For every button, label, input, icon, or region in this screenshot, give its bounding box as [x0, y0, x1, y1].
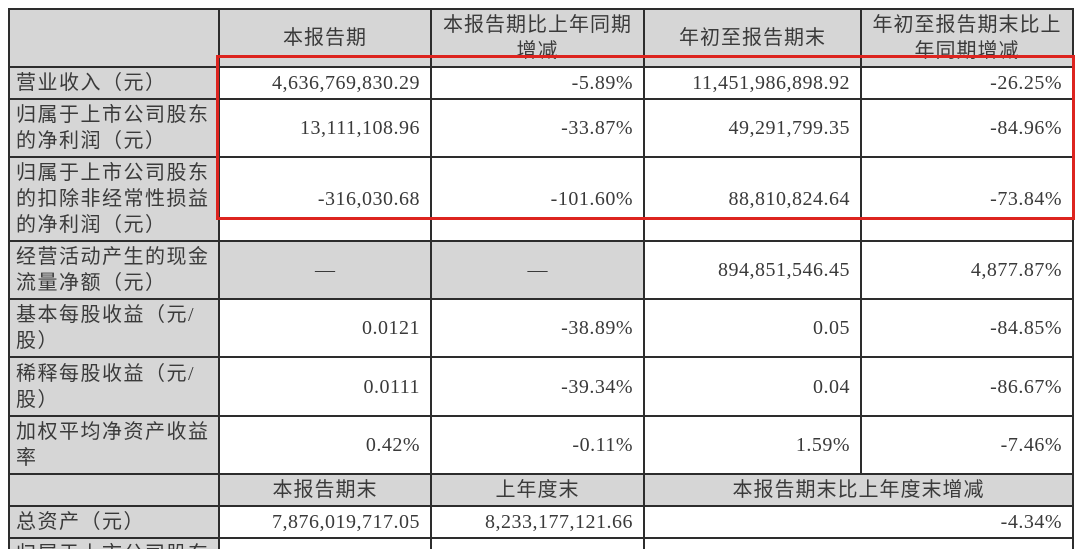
value-cell: -86.67% [860, 356, 1074, 417]
value-cell: 7,876,019,717.05 [218, 505, 432, 539]
value-cell: -39.34% [430, 356, 645, 417]
value-cell: 0.0111 [218, 356, 432, 417]
table-row-diluted-eps: 稀释每股收益（元/股） 0.0111 -39.34% 0.04 -86.67% [8, 356, 1074, 417]
row-label: 加权平均净资产收益率 [8, 415, 220, 475]
value-cell: -26.25% [860, 66, 1074, 100]
value-cell: -38.89% [430, 298, 645, 358]
row-label: 基本每股收益（元/股） [8, 298, 220, 358]
value-cell: 0.42% [218, 415, 432, 475]
col-header-period-end-change: 本报告期末比上年度末增减 [643, 473, 1074, 507]
value-cell: 4,636,769,830.29 [218, 66, 432, 100]
value-cell: 88,810,824.64 [643, 156, 862, 242]
value-cell-dash: — [430, 240, 645, 300]
value-cell: -73.84% [860, 156, 1074, 242]
value-cell: -101.60% [430, 156, 645, 242]
table-row-weighted-avg-roe: 加权平均净资产收益率 0.42% -0.11% 1.59% -7.46% [8, 415, 1074, 475]
col-header-period-yoy-change: 本报告期比上年同期 增减 [430, 8, 645, 68]
table-row-operating-cash-flow: 经营活动产生的现金流量净额（元） — — 894,851,546.45 4,87… [8, 240, 1074, 300]
value-cell: 1.59% [643, 415, 862, 475]
table-row-shareholders-equity: 归属于上市公司股东的所有者权益（元） 3,329,598,210.18 3,23… [8, 537, 1074, 549]
value-cell: 13,111,108.96 [218, 98, 432, 158]
value-cell: 11,451,986,898.92 [643, 66, 862, 100]
table-row-total-assets: 总资产（元） 7,876,019,717.05 8,233,177,121.66… [8, 505, 1074, 539]
value-cell: 0.0121 [218, 298, 432, 358]
value-cell: 8,233,177,121.66 [430, 505, 645, 539]
value-cell: 3,234,847,472.77 [430, 537, 645, 549]
corner-header-cell [8, 8, 220, 68]
corner-header-cell [8, 473, 220, 507]
row-label: 稀释每股收益（元/股） [8, 356, 220, 417]
value-cell: 49,291,799.35 [643, 98, 862, 158]
col-header-ytd-yoy-change: 年初至报告期末比上 年同期增减 [860, 8, 1074, 68]
table-row-net-profit-excl-nonrecurring: 归属于上市公司股东的扣除非经常性损益的净利润（元） -316,030.68 -1… [8, 156, 1074, 242]
period-end-header-row: 本报告期末 上年度末 本报告期末比上年度末增减 [8, 473, 1074, 507]
value-cell: 0.04 [643, 356, 862, 417]
row-label: 归属于上市公司股东的扣除非经常性损益的净利润（元） [8, 156, 220, 242]
value-cell: -84.96% [860, 98, 1074, 158]
col-header-period-end: 本报告期末 [218, 473, 432, 507]
row-label: 经营活动产生的现金流量净额（元） [8, 240, 220, 300]
value-cell: -33.87% [430, 98, 645, 158]
value-cell: 4,877.87% [860, 240, 1074, 300]
value-cell: -4.34% [643, 505, 1074, 539]
value-cell: -0.11% [430, 415, 645, 475]
financial-summary-table: 本报告期 本报告期比上年同期 增减 年初至报告期末 年初至报告期末比上 年同期增… [8, 8, 1074, 549]
table-row-net-profit: 归属于上市公司股东的净利润（元） 13,111,108.96 -33.87% 4… [8, 98, 1074, 158]
table-row-revenue: 营业收入（元） 4,636,769,830.29 -5.89% 11,451,9… [8, 66, 1074, 100]
table-row-basic-eps: 基本每股收益（元/股） 0.0121 -38.89% 0.05 -84.85% [8, 298, 1074, 358]
value-cell: 894,851,546.45 [643, 240, 862, 300]
value-cell: -7.46% [860, 415, 1074, 475]
value-cell: -5.89% [430, 66, 645, 100]
col-header-prior-year-end: 上年度末 [430, 473, 645, 507]
value-cell: -316,030.68 [218, 156, 432, 242]
period-header-row: 本报告期 本报告期比上年同期 增减 年初至报告期末 年初至报告期末比上 年同期增… [8, 8, 1074, 68]
value-cell: 3,329,598,210.18 [218, 537, 432, 549]
value-cell: 0.05 [643, 298, 862, 358]
value-cell: -84.85% [860, 298, 1074, 358]
value-cell-dash: — [218, 240, 432, 300]
col-header-current-period: 本报告期 [218, 8, 432, 68]
row-label: 总资产（元） [8, 505, 220, 539]
row-label: 营业收入（元） [8, 66, 220, 100]
row-label: 归属于上市公司股东的所有者权益（元） [8, 537, 220, 549]
value-cell: 2.93% [643, 537, 1074, 549]
col-header-ytd: 年初至报告期末 [643, 8, 862, 68]
row-label: 归属于上市公司股东的净利润（元） [8, 98, 220, 158]
